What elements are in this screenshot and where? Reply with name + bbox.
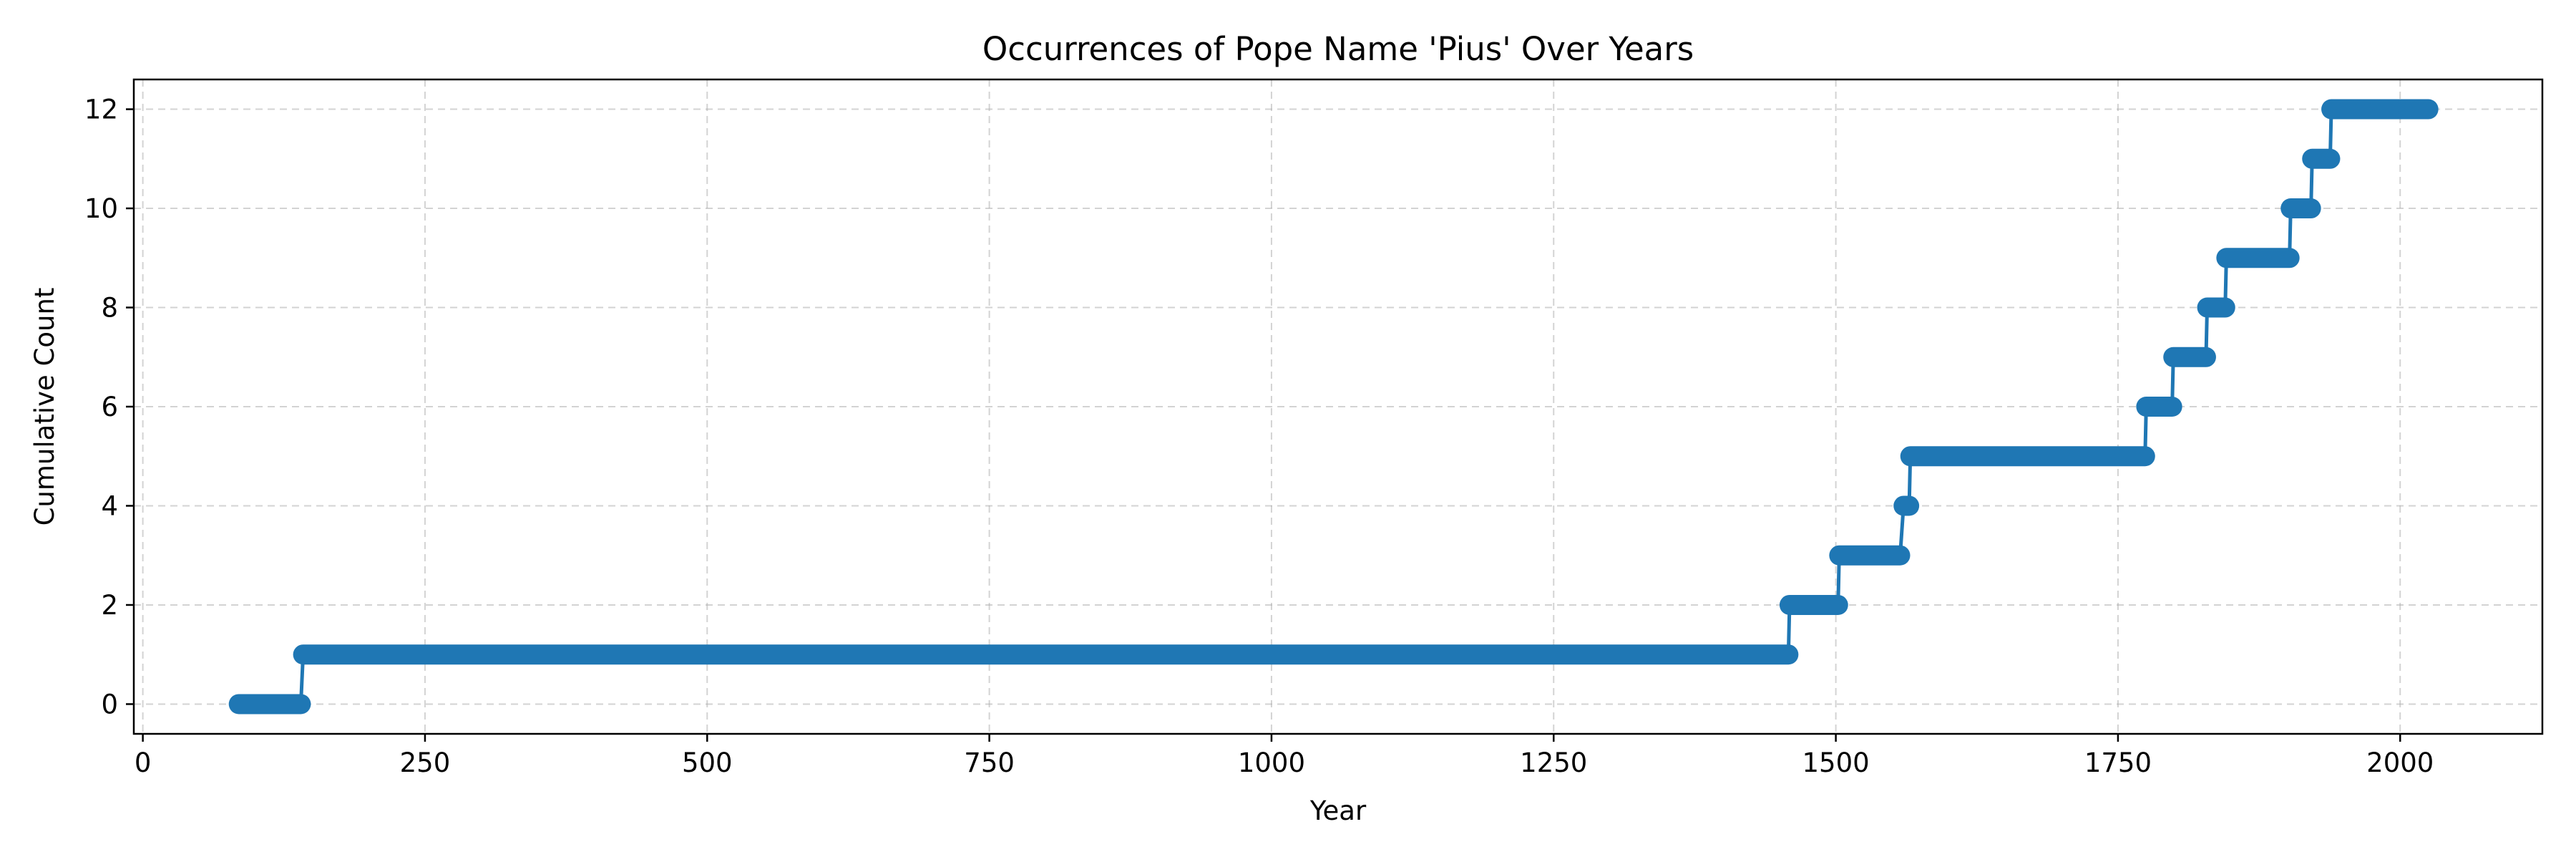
x-tick-label: 2000 [2366, 747, 2434, 778]
y-tick-label: 4 [101, 490, 118, 521]
y-tick-label: 10 [84, 193, 118, 224]
x-tick-label: 1250 [1520, 747, 1587, 778]
y-tick-label: 6 [101, 392, 118, 422]
x-tick-label: 500 [682, 747, 733, 778]
x-axis-label: Year [1309, 795, 1367, 826]
y-tick-label: 2 [101, 590, 118, 621]
chart-title: Occurrences of Pope Name 'Pius' Over Yea… [982, 30, 1694, 68]
y-tick-label: 8 [101, 293, 118, 324]
y-tick-label: 12 [84, 95, 118, 125]
y-axis-label: Cumulative Count [29, 288, 60, 526]
grid [134, 79, 2542, 734]
data-series [228, 99, 2439, 715]
x-tick-label: 1000 [1238, 747, 1305, 778]
x-tick-label: 250 [400, 747, 451, 778]
y-tick-label: 0 [101, 689, 118, 720]
x-tick-label: 0 [135, 747, 152, 778]
x-tick-label: 1500 [1802, 747, 1870, 778]
x-tick-label: 750 [964, 747, 1015, 778]
x-tick-label: 1750 [2084, 747, 2152, 778]
axis-ticks: 0 250 500 750 1000 1250 1500 1750 2000 0 2 4 6 8 10 12 [84, 95, 2434, 778]
